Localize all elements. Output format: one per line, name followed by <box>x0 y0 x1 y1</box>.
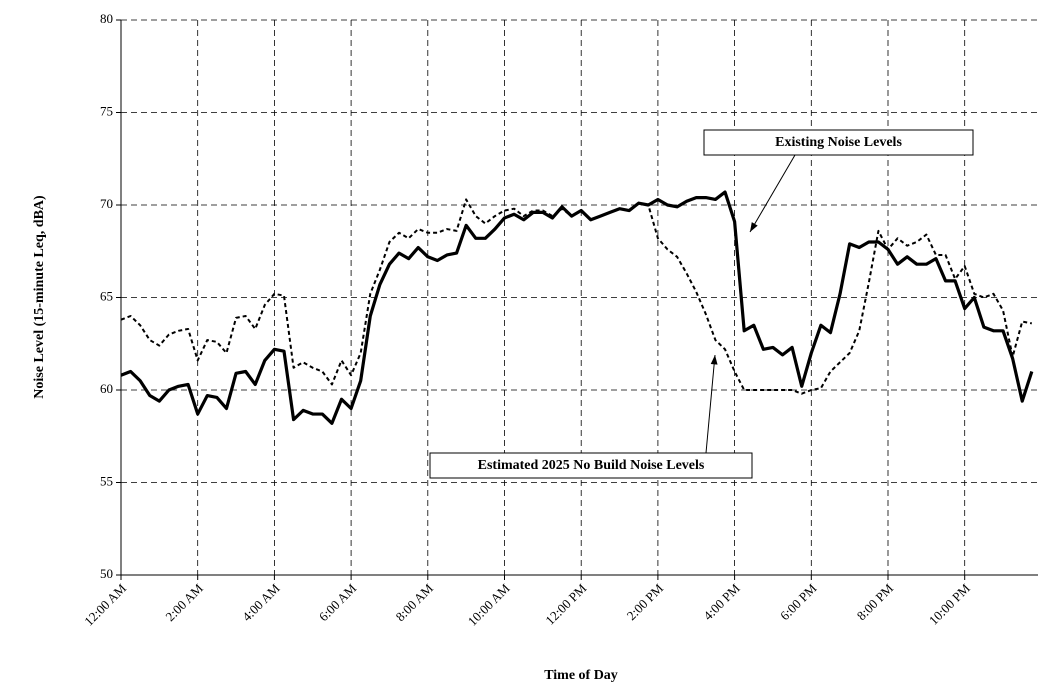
y-tick-label: 60 <box>100 381 113 396</box>
x-tick-label: 10:00 PM <box>926 580 973 627</box>
y-tick-label: 50 <box>100 566 113 581</box>
x-tick-label: 2:00 PM <box>624 580 667 623</box>
y-tick-label: 65 <box>100 288 113 303</box>
annotation-text: Estimated 2025 No Build Noise Levels <box>478 458 705 473</box>
x-tick-label: 12:00 PM <box>542 580 589 627</box>
annotation-arrow <box>749 154 796 233</box>
annotation-text: Existing Noise Levels <box>775 135 902 150</box>
x-tick-label: 6:00 PM <box>777 580 820 623</box>
series-line <box>120 190 1034 425</box>
x-tick-label: 4:00 AM <box>239 580 283 624</box>
series-line <box>120 198 1033 395</box>
x-tick-label: 4:00 PM <box>700 580 743 623</box>
y-axis-title: Noise Level (15-minute Leq, dBA) <box>32 195 47 399</box>
y-tick-label: 55 <box>100 473 113 488</box>
annotation-arrow <box>705 354 716 454</box>
x-tick-label: 12:00 AM <box>81 580 129 628</box>
x-tick-label: 6:00 AM <box>316 580 360 624</box>
x-tick-label: 8:00 PM <box>854 580 897 623</box>
annotation-box <box>703 129 974 156</box>
annotation-box <box>429 452 753 479</box>
x-tick-label: 10:00 AM <box>465 580 513 628</box>
x-axis-title: Time of Day <box>544 668 618 683</box>
x-tick-label: 2:00 AM <box>162 580 206 624</box>
y-tick-label: 75 <box>100 103 113 118</box>
arrow-head <box>750 222 758 232</box>
x-tick-label: 8:00 AM <box>392 580 436 624</box>
y-tick-label: 80 <box>100 11 113 26</box>
arrow-head <box>710 355 718 365</box>
y-tick-label: 70 <box>100 196 113 211</box>
